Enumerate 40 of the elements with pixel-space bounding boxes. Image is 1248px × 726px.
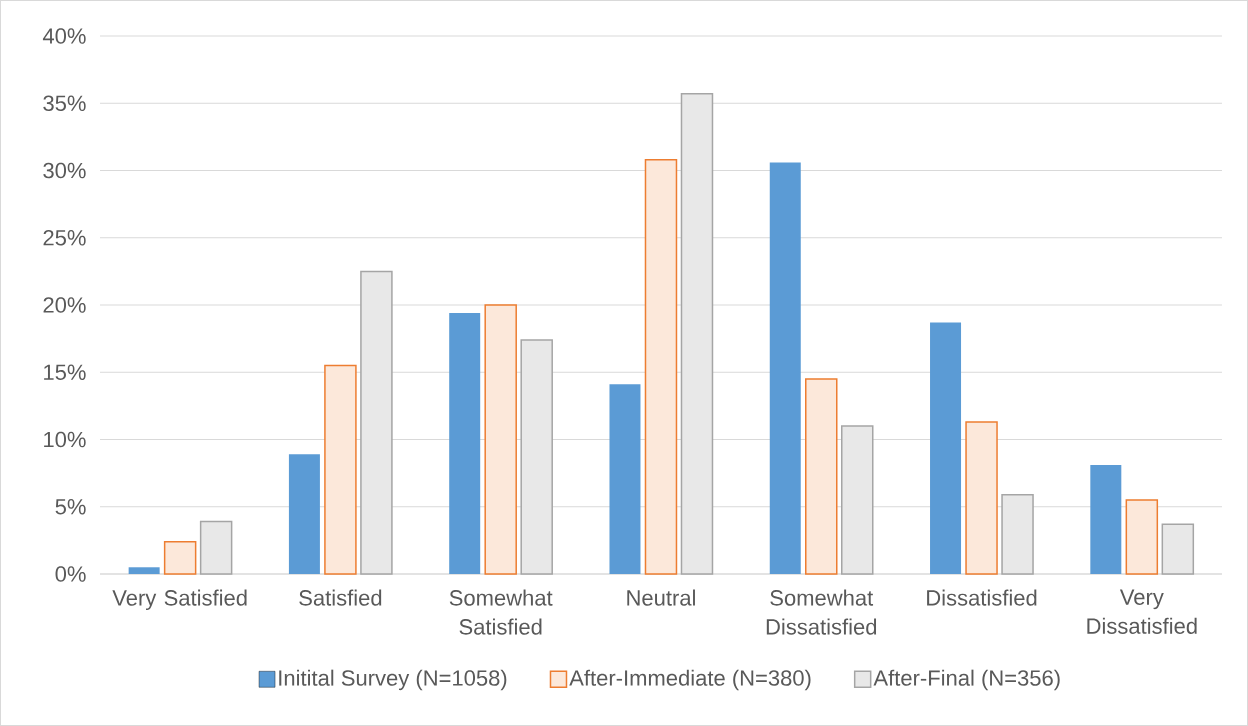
legend-label: After-Final (N=356) <box>873 669 1060 691</box>
bar <box>484 304 517 575</box>
bar <box>1090 465 1122 574</box>
bar <box>199 520 233 575</box>
x-tick-label: Very Satisfied <box>112 589 247 611</box>
bar <box>449 313 481 574</box>
bar <box>163 540 197 575</box>
y-tick-label: 40% <box>42 28 86 44</box>
legend-label: Initital Survey (N=1058) <box>279 669 507 691</box>
x-tick-label: Very Dissatisfied <box>1087 589 1197 634</box>
bar <box>1161 523 1195 575</box>
bar <box>680 93 714 575</box>
y-tick-label: 5% <box>55 499 86 515</box>
bar <box>805 378 838 575</box>
x-tick-label: Neutral <box>627 589 695 606</box>
bar <box>1125 499 1159 575</box>
bar <box>324 364 357 575</box>
x-tick-label: Dissatisfied <box>927 589 1037 606</box>
bar <box>644 158 678 575</box>
x-tick-label: Somewhat Satisfied <box>449 589 553 635</box>
bar <box>965 421 998 575</box>
bar <box>288 454 320 574</box>
y-tick-label: 20% <box>43 297 86 313</box>
x-tick-label: Satisfied <box>299 589 382 606</box>
bar <box>930 322 962 574</box>
bar <box>1001 493 1034 575</box>
bar <box>841 425 874 575</box>
bar <box>128 567 160 574</box>
bar <box>360 270 393 575</box>
y-tick-label: 0% <box>55 566 86 582</box>
y-tick-label: 25% <box>43 229 86 246</box>
y-tick-label: 10% <box>44 431 86 448</box>
y-tick-label: 15% <box>44 364 86 380</box>
bar <box>609 384 641 574</box>
x-tick-label: Somewhat Dissatisfied <box>766 589 877 635</box>
y-tick-label: 35% <box>43 95 86 112</box>
bar <box>520 339 553 575</box>
y-tick-label: 30% <box>43 162 86 179</box>
legend-label: After-Immediate (N=380) <box>569 669 811 691</box>
bar <box>769 162 801 574</box>
